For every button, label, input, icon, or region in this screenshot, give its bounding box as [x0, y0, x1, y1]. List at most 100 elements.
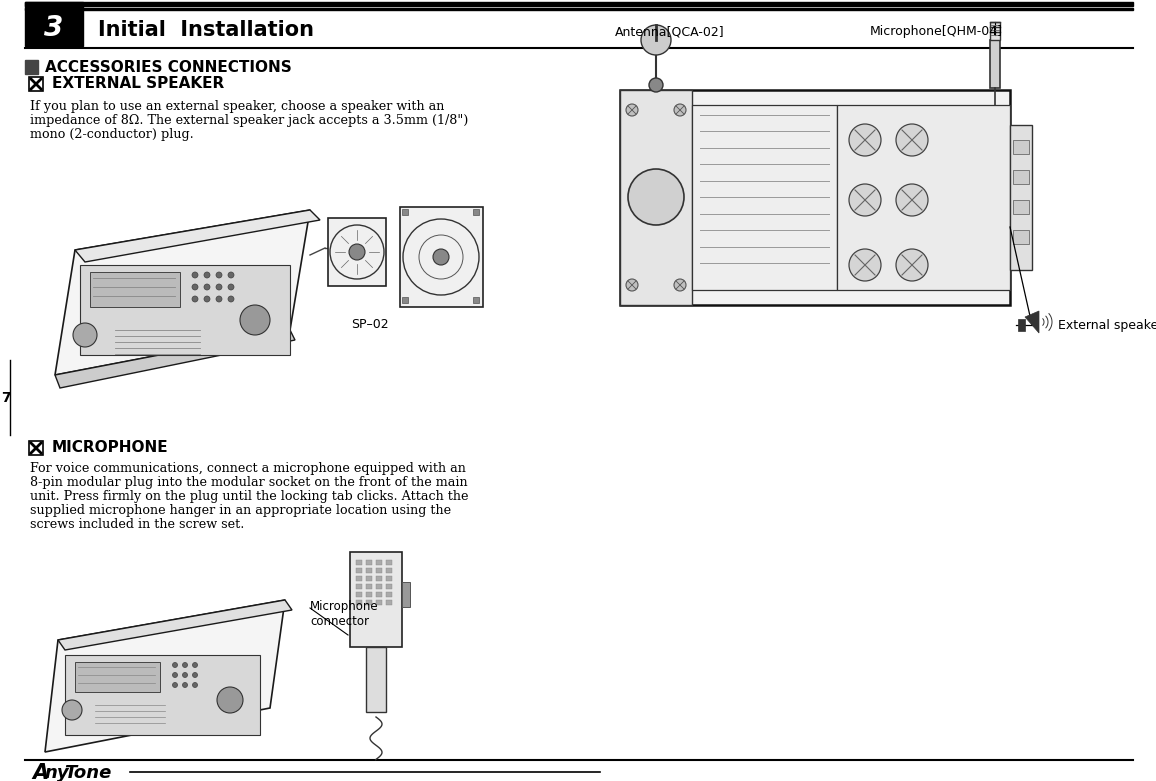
Circle shape — [849, 249, 881, 281]
Bar — [386, 576, 392, 581]
Bar — [356, 576, 362, 581]
Text: unit. Press firmly on the plug until the locking tab clicks. Attach the: unit. Press firmly on the plug until the… — [30, 490, 468, 503]
Circle shape — [216, 284, 222, 290]
Text: A: A — [32, 763, 49, 781]
Bar — [386, 560, 392, 565]
Bar — [620, 90, 1010, 305]
Text: ACCESSORIES CONNECTIONS: ACCESSORIES CONNECTIONS — [45, 59, 291, 74]
Bar — [25, 2, 83, 46]
Bar — [837, 105, 1010, 290]
Bar — [990, 40, 1000, 88]
Polygon shape — [75, 210, 320, 262]
Bar — [620, 90, 692, 305]
Bar — [25, 2, 1133, 6]
Bar — [376, 600, 381, 605]
Text: Initial  Installation: Initial Installation — [98, 20, 314, 40]
Text: 7: 7 — [1, 391, 10, 405]
Text: EXTERNAL SPEAKER: EXTERNAL SPEAKER — [52, 77, 224, 91]
Bar — [1013, 200, 1029, 214]
Bar — [376, 576, 381, 581]
Bar — [386, 568, 392, 573]
Bar — [473, 209, 479, 215]
Polygon shape — [55, 210, 310, 375]
Text: screws included in the screw set.: screws included in the screw set. — [30, 518, 244, 531]
Bar — [356, 584, 362, 589]
Bar — [366, 600, 372, 605]
Circle shape — [896, 124, 928, 156]
Text: Antenna[QCA-02]: Antenna[QCA-02] — [615, 26, 725, 38]
Circle shape — [896, 184, 928, 216]
Bar — [376, 584, 381, 589]
Text: 3: 3 — [44, 14, 64, 42]
Circle shape — [172, 662, 178, 668]
Bar — [328, 218, 386, 286]
Polygon shape — [58, 600, 292, 650]
Circle shape — [193, 683, 198, 687]
Bar — [386, 584, 392, 589]
Bar — [1013, 230, 1029, 244]
Bar — [356, 560, 362, 565]
Bar — [692, 105, 837, 290]
Text: MICROPHONE: MICROPHONE — [52, 440, 169, 455]
Bar — [356, 592, 362, 597]
Circle shape — [674, 279, 686, 291]
Bar — [65, 655, 260, 735]
Bar — [376, 592, 381, 597]
Bar — [402, 297, 408, 303]
Bar — [75, 662, 160, 692]
Text: impedance of 8Ω. The external speaker jack accepts a 3.5mm (1/8"): impedance of 8Ω. The external speaker ja… — [30, 114, 468, 127]
Circle shape — [228, 272, 234, 278]
Bar — [400, 207, 483, 307]
Bar — [25, 60, 38, 74]
Text: 8-pin modular plug into the modular socket on the front of the main: 8-pin modular plug into the modular sock… — [30, 476, 468, 489]
Circle shape — [434, 249, 449, 265]
Circle shape — [240, 305, 271, 335]
Circle shape — [628, 169, 684, 225]
Circle shape — [627, 279, 638, 291]
Circle shape — [849, 124, 881, 156]
Bar — [386, 592, 392, 597]
Bar — [25, 8, 1133, 10]
Circle shape — [183, 662, 187, 668]
Circle shape — [183, 683, 187, 687]
Bar — [366, 568, 372, 573]
Circle shape — [193, 662, 198, 668]
Bar — [1010, 125, 1032, 270]
Text: mono (2-conductor) plug.: mono (2-conductor) plug. — [30, 128, 194, 141]
Circle shape — [228, 296, 234, 302]
Bar — [366, 592, 372, 597]
Circle shape — [203, 296, 210, 302]
Circle shape — [217, 687, 243, 713]
Circle shape — [228, 284, 234, 290]
Bar — [402, 209, 408, 215]
Circle shape — [896, 249, 928, 281]
Circle shape — [203, 284, 210, 290]
Circle shape — [172, 683, 178, 687]
Text: ny: ny — [44, 764, 68, 781]
Bar — [350, 552, 402, 647]
Polygon shape — [55, 330, 295, 388]
Text: External speaker[SP-02]: External speaker[SP-02] — [1058, 319, 1156, 331]
Bar — [366, 647, 386, 712]
Text: supplied microphone hanger in an appropriate location using the: supplied microphone hanger in an appropr… — [30, 504, 451, 517]
Text: If you plan to use an external speaker, choose a speaker with an: If you plan to use an external speaker, … — [30, 100, 444, 113]
Text: Microphone[QHM-04]: Microphone[QHM-04] — [870, 26, 1003, 38]
Circle shape — [649, 78, 664, 92]
Bar — [29, 441, 43, 455]
Text: Tone: Tone — [64, 764, 111, 781]
Bar — [990, 22, 1000, 40]
Circle shape — [193, 672, 198, 677]
Circle shape — [216, 296, 222, 302]
Bar — [1018, 319, 1025, 331]
Bar — [376, 560, 381, 565]
Text: SP–02: SP–02 — [351, 318, 388, 331]
Circle shape — [640, 25, 670, 55]
Circle shape — [192, 284, 198, 290]
Bar — [402, 582, 410, 607]
Bar — [1013, 140, 1029, 154]
Bar — [29, 77, 43, 91]
Bar — [473, 297, 479, 303]
Bar — [90, 272, 180, 307]
Bar — [386, 600, 392, 605]
Bar — [356, 600, 362, 605]
